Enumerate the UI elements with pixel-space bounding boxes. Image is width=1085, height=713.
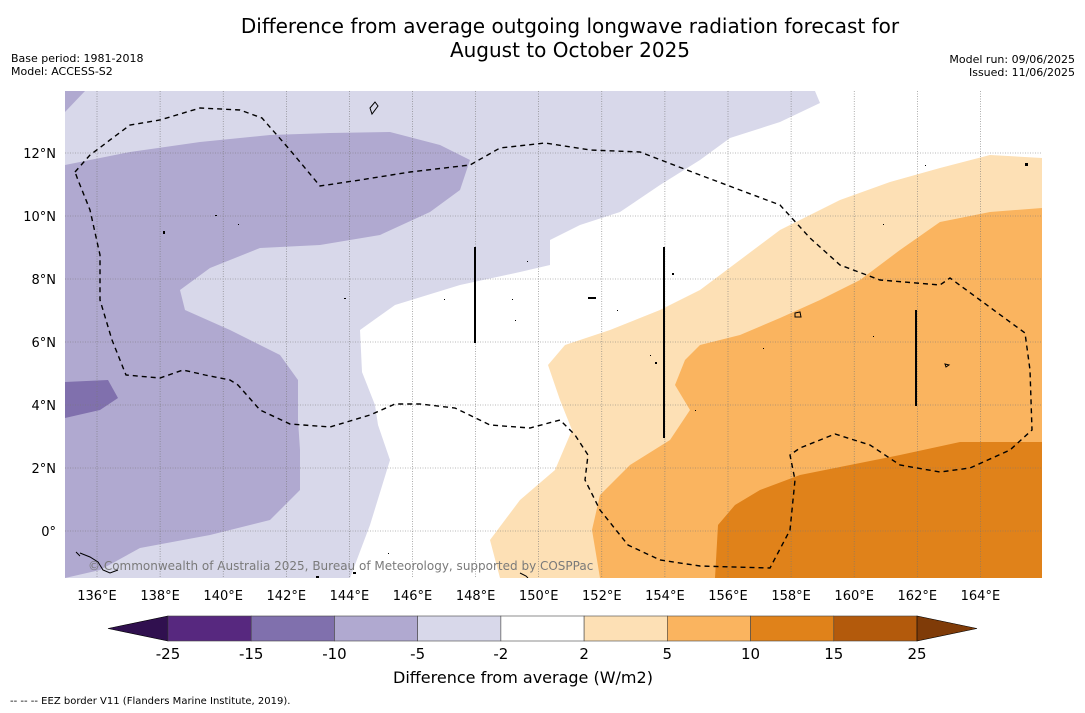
colorbar-extend-high bbox=[916, 615, 978, 642]
lon-tick-label: 142°E bbox=[267, 589, 307, 604]
lon-tick-label: 162°E bbox=[898, 589, 938, 604]
lat-tick-label: 2°N bbox=[32, 462, 57, 477]
meta-right: Model run: 09/06/2025 Issued: 11/06/2025 bbox=[949, 53, 1075, 79]
colorbar-tick-label: 2 bbox=[579, 645, 589, 663]
issued-date: Issued: 11/06/2025 bbox=[968, 66, 1075, 79]
lat-tick-label: 8°N bbox=[32, 273, 57, 288]
lon-tick-label: 152°E bbox=[582, 589, 622, 604]
lon-tick-label: 158°E bbox=[771, 589, 811, 604]
colorbar-swatch bbox=[334, 615, 418, 642]
colorbar-extend-low bbox=[107, 615, 169, 642]
lon-tick-label: 156°E bbox=[708, 589, 748, 604]
colorbar-tick-label: -2 bbox=[493, 645, 508, 663]
base-period: Base period: 1981-2018 bbox=[11, 52, 144, 65]
contour-plus10-to-plus15 bbox=[715, 442, 1042, 578]
colorbar-tick-label: -10 bbox=[322, 645, 347, 663]
colorbar-swatch bbox=[750, 615, 835, 642]
chart-title: Difference from average outgoing longwav… bbox=[0, 14, 1085, 62]
title-line-2: August to October 2025 bbox=[449, 38, 691, 62]
lon-tick-label: 146°E bbox=[393, 589, 433, 604]
lon-tick-label: 164°E bbox=[961, 589, 1001, 604]
map-area bbox=[65, 91, 1042, 578]
colorbar-tick-label: 10 bbox=[741, 645, 760, 663]
lat-tick-label: 10°N bbox=[23, 210, 56, 225]
meta-left: Base period: 1981-2018 Model: ACCESS-S2 bbox=[11, 52, 143, 78]
lon-tick-label: 154°E bbox=[645, 589, 685, 604]
lon-tick-label: 160°E bbox=[834, 589, 874, 604]
lon-tick-label: 148°E bbox=[456, 589, 496, 604]
lon-tick-label: 138°E bbox=[140, 589, 180, 604]
colorbar-tick-label: -5 bbox=[410, 645, 425, 663]
colorbar-swatch bbox=[583, 615, 668, 642]
colorbar-tick-label: -25 bbox=[156, 645, 181, 663]
lat-tick-label: 0° bbox=[41, 525, 56, 540]
contour-minus5-to-minus10 bbox=[65, 91, 470, 578]
colorbar-tick-label: 25 bbox=[907, 645, 926, 663]
colorbar-swatch bbox=[500, 615, 585, 642]
model-run: Model run: 09/06/2025 bbox=[949, 53, 1075, 66]
colorbar-swatch bbox=[667, 615, 751, 642]
lat-tick-label: 4°N bbox=[32, 399, 57, 414]
title-line-1: Difference from average outgoing longwav… bbox=[240, 14, 900, 38]
colorbar-swatch bbox=[833, 615, 918, 642]
island-dots bbox=[163, 163, 1028, 578]
lat-tick-label: 12°N bbox=[23, 147, 56, 162]
contour-minus10-to-minus15 bbox=[65, 380, 118, 418]
longitude-labels: 136°E 138°E 140°E 142°E 144°E 146°E 148°E 150°E… bbox=[77, 589, 1000, 604]
colorbar-swatch bbox=[417, 615, 502, 642]
island-outline bbox=[75, 101, 951, 578]
colorbar-tick-label: 5 bbox=[663, 645, 673, 663]
colorbar-tick-label: -15 bbox=[239, 645, 264, 663]
latitude-labels: 12°N 10°N 8°N 6°N 4°N 2°N 0° bbox=[23, 147, 56, 540]
lon-tick-label: 150°E bbox=[519, 589, 559, 604]
lat-tick-label: 6°N bbox=[32, 336, 57, 351]
eez-border bbox=[74, 107, 1033, 569]
eez-footnote: -- -- -- EEZ border V11 (Flanders Marine… bbox=[10, 696, 291, 707]
copyright-text: © Commonwealth of Australia 2025, Bureau… bbox=[88, 559, 593, 573]
lon-tick-label: 144°E bbox=[330, 589, 370, 604]
model-name: Model: ACCESS-S2 bbox=[11, 65, 113, 78]
colorbar-title: Difference from average (W/m2) bbox=[393, 668, 653, 687]
lon-tick-label: 140°E bbox=[203, 589, 243, 604]
colorbar-tick-label: 15 bbox=[824, 645, 843, 663]
colorbar: -25 -15 -10 -5 -2 2 5 10 15 25 bbox=[107, 615, 978, 663]
colorbar-swatch bbox=[167, 615, 252, 642]
colorbar-swatch bbox=[250, 615, 335, 642]
lon-tick-label: 136°E bbox=[77, 589, 117, 604]
